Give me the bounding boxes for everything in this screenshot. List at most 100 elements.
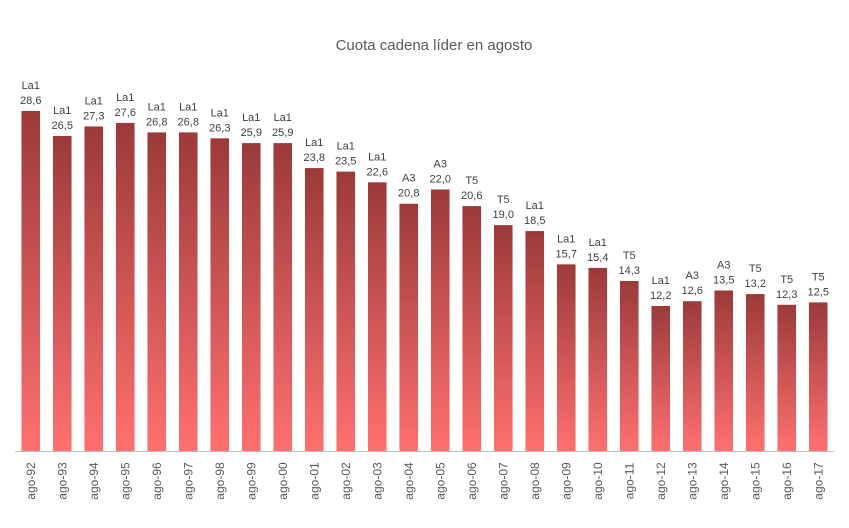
value-label: 20,8 bbox=[398, 188, 419, 200]
x-tick-label: ago-15 bbox=[748, 462, 762, 500]
bar-ago-93 bbox=[52, 135, 72, 451]
channel-label: T5 bbox=[812, 271, 825, 283]
channel-label: T5 bbox=[497, 194, 510, 206]
value-label: 26,8 bbox=[146, 116, 167, 128]
channel-label: A3 bbox=[717, 260, 730, 272]
channel-label: La1 bbox=[274, 112, 292, 124]
bar-ago-01 bbox=[304, 168, 324, 451]
bar-ago-13 bbox=[682, 301, 702, 451]
x-tick-label: ago-04 bbox=[402, 462, 416, 500]
channel-label: T5 bbox=[749, 263, 762, 275]
channel-label: La1 bbox=[368, 151, 386, 163]
value-label: 26,8 bbox=[178, 116, 199, 128]
x-tick-label: ago-08 bbox=[528, 462, 542, 500]
value-label: 23,5 bbox=[335, 156, 356, 168]
channel-label: La1 bbox=[652, 275, 670, 287]
channel-label: La1 bbox=[305, 137, 323, 149]
x-tick-label: ago-17 bbox=[811, 462, 825, 500]
chart-title: Cuota cadena líder en agosto bbox=[336, 37, 533, 54]
bar-ago-99 bbox=[241, 143, 261, 451]
channel-label: T5 bbox=[780, 274, 793, 286]
x-tick-label: ago-03 bbox=[370, 462, 384, 500]
value-label: 14,3 bbox=[619, 265, 640, 277]
channel-label: A3 bbox=[402, 173, 415, 185]
bar-ago-95 bbox=[115, 122, 135, 451]
channel-label: La1 bbox=[526, 200, 544, 212]
bar-ago-10 bbox=[588, 267, 608, 451]
channel-label: La1 bbox=[22, 80, 40, 92]
data-labels-group: La1 28,6 La1 26,5 La1 27,3 La1 27,6 La1 26,8 La1 26… bbox=[20, 80, 829, 302]
bar-ago-14 bbox=[714, 290, 734, 451]
value-label: 19,0 bbox=[493, 209, 514, 221]
value-label: 28,6 bbox=[20, 95, 41, 107]
x-tick-label: ago-05 bbox=[433, 462, 447, 500]
x-tick-label: ago-07 bbox=[496, 462, 510, 500]
channel-label: La1 bbox=[85, 95, 103, 107]
channel-label: La1 bbox=[242, 112, 260, 124]
bar-ago-17 bbox=[808, 302, 828, 451]
value-label: 15,4 bbox=[587, 252, 608, 264]
bar-ago-94 bbox=[84, 126, 104, 451]
bar-ago-16 bbox=[777, 304, 797, 451]
x-tick-label: ago-10 bbox=[591, 462, 605, 500]
value-label: 22,0 bbox=[430, 173, 451, 185]
x-tick-labels-group: ago-92 ago-93 ago-94 ago-95 ago-96 ago-97 ago-… bbox=[24, 462, 826, 500]
x-tick-label: ago-12 bbox=[654, 462, 668, 500]
x-tick-label: ago-93 bbox=[55, 462, 69, 500]
value-label: 12,3 bbox=[776, 289, 797, 301]
channel-label: La1 bbox=[148, 101, 166, 113]
x-tick-label: ago-11 bbox=[622, 462, 636, 499]
value-label: 18,5 bbox=[524, 215, 545, 227]
channel-label: La1 bbox=[589, 237, 607, 249]
value-label: 12,5 bbox=[808, 286, 829, 298]
bar-ago-09 bbox=[556, 264, 576, 451]
bar-ago-05 bbox=[430, 189, 450, 451]
x-tick-label: ago-96 bbox=[150, 462, 164, 500]
bar-ago-15 bbox=[745, 294, 765, 451]
value-label: 20,6 bbox=[461, 190, 482, 202]
x-tick-label: ago-00 bbox=[276, 462, 290, 500]
value-label: 27,6 bbox=[115, 107, 136, 119]
channel-label: La1 bbox=[557, 233, 575, 245]
x-tick-label: ago-95 bbox=[118, 462, 132, 500]
channel-label: T5 bbox=[623, 250, 636, 262]
x-tick-label: ago-01 bbox=[307, 462, 321, 500]
bars-group bbox=[21, 111, 828, 451]
value-label: 22,6 bbox=[367, 166, 388, 178]
value-label: 12,2 bbox=[650, 290, 671, 302]
channel-label: A3 bbox=[686, 270, 699, 282]
value-label: 26,3 bbox=[209, 122, 230, 134]
bar-ago-03 bbox=[367, 182, 387, 451]
bar-ago-12 bbox=[651, 305, 671, 451]
x-tick-label: ago-09 bbox=[559, 462, 573, 500]
channel-label: La1 bbox=[53, 105, 71, 117]
x-tick-label: ago-99 bbox=[244, 462, 258, 500]
bar-ago-11 bbox=[619, 281, 639, 451]
x-tick-label: ago-06 bbox=[465, 462, 479, 500]
x-tick-label: ago-13 bbox=[685, 462, 699, 500]
value-label: 12,6 bbox=[682, 285, 703, 297]
value-label: 25,9 bbox=[241, 127, 262, 139]
channel-label: A3 bbox=[434, 158, 447, 170]
channel-label: T5 bbox=[465, 175, 478, 187]
x-tick-label: ago-97 bbox=[181, 462, 195, 500]
value-label: 13,5 bbox=[713, 275, 734, 287]
value-label: 26,5 bbox=[52, 120, 73, 132]
x-tick-label: ago-94 bbox=[87, 462, 101, 500]
x-tick-label: ago-98 bbox=[213, 462, 227, 500]
value-label: 13,2 bbox=[745, 278, 766, 290]
x-tick-label: ago-14 bbox=[717, 462, 731, 500]
channel-label: La1 bbox=[337, 141, 355, 153]
channel-label: La1 bbox=[179, 101, 197, 113]
bar-ago-02 bbox=[336, 171, 356, 451]
channel-label: La1 bbox=[211, 107, 229, 119]
channel-label: La1 bbox=[116, 92, 134, 104]
bar-ago-00 bbox=[273, 143, 293, 451]
bar-ago-92 bbox=[21, 111, 41, 451]
value-label: 15,7 bbox=[556, 248, 577, 260]
value-label: 27,3 bbox=[83, 110, 104, 122]
x-tick-label: ago-02 bbox=[339, 462, 353, 500]
value-label: 25,9 bbox=[272, 127, 293, 139]
bar-ago-07 bbox=[493, 225, 513, 451]
